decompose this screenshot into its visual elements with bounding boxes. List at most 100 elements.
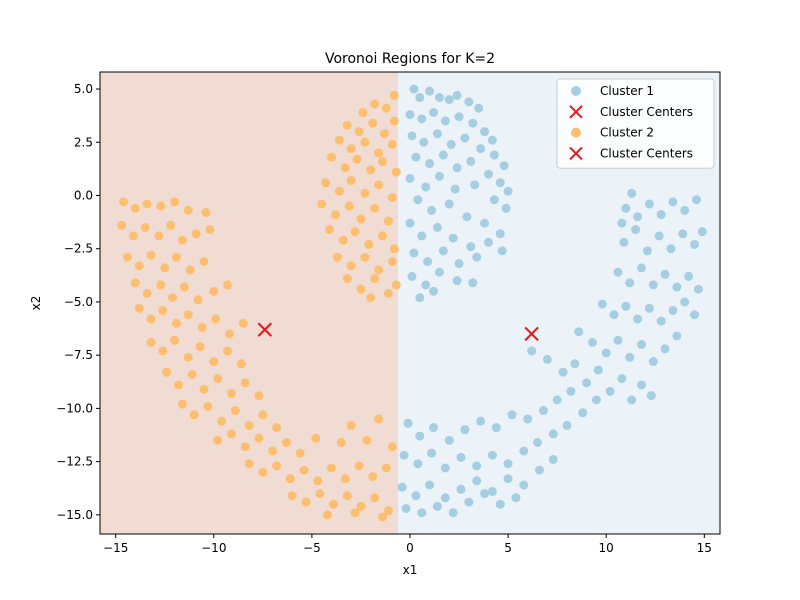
data-point xyxy=(378,231,388,241)
data-point xyxy=(582,378,592,388)
data-point xyxy=(434,93,444,103)
data-point xyxy=(321,178,331,188)
data-point xyxy=(177,235,187,245)
data-point xyxy=(644,199,654,209)
data-point xyxy=(476,144,486,154)
cluster-center-point xyxy=(524,326,539,342)
data-point xyxy=(352,154,362,164)
data-point xyxy=(411,491,421,501)
data-point xyxy=(254,391,264,401)
data-point xyxy=(689,310,699,320)
data-point xyxy=(315,489,325,499)
data-point xyxy=(411,152,421,162)
data-point xyxy=(360,188,370,198)
data-point xyxy=(680,205,690,215)
data-point xyxy=(499,161,509,171)
data-point xyxy=(429,423,439,433)
data-point xyxy=(548,429,558,439)
x-tick-label: −5 xyxy=(303,541,321,555)
data-point xyxy=(203,401,213,411)
data-point xyxy=(332,252,342,262)
data-point xyxy=(427,205,437,215)
cluster-center-point-stroke-b xyxy=(524,326,539,342)
data-point xyxy=(223,280,233,290)
data-point xyxy=(346,176,356,186)
data-point xyxy=(415,431,425,441)
cluster-center-point xyxy=(257,322,273,337)
data-point xyxy=(128,231,138,241)
data-point xyxy=(240,378,250,388)
data-point xyxy=(360,252,370,262)
y-tick-label: −12.5 xyxy=(56,455,93,469)
data-point xyxy=(183,352,193,362)
data-point xyxy=(166,220,176,230)
data-point xyxy=(244,420,254,430)
data-point xyxy=(440,463,450,473)
data-point xyxy=(519,446,529,456)
data-point xyxy=(179,282,189,292)
data-point xyxy=(399,450,409,460)
y-tick-label: −7.5 xyxy=(64,348,93,362)
data-point xyxy=(668,197,678,207)
data-point xyxy=(597,299,607,309)
data-point xyxy=(552,395,562,405)
data-point xyxy=(370,493,380,503)
data-point xyxy=(501,203,511,213)
data-point xyxy=(334,135,344,145)
data-point xyxy=(489,150,499,160)
data-point xyxy=(338,235,348,245)
data-point xyxy=(368,118,378,128)
data-point xyxy=(680,297,690,307)
data-point xyxy=(168,293,178,303)
y-tick-label: 0.0 xyxy=(74,188,93,202)
data-point xyxy=(173,380,183,390)
data-point xyxy=(299,465,309,475)
data-point xyxy=(226,388,236,398)
data-point xyxy=(383,506,393,516)
x-tick-label: 0 xyxy=(406,541,414,555)
data-point xyxy=(672,282,682,292)
data-point xyxy=(370,203,380,213)
data-point xyxy=(158,346,168,356)
data-point xyxy=(328,499,338,509)
data-point xyxy=(142,288,152,298)
data-point xyxy=(405,173,415,183)
data-point xyxy=(146,337,156,347)
data-point xyxy=(434,171,444,181)
data-point xyxy=(417,114,427,124)
data-point xyxy=(140,222,150,232)
data-point xyxy=(281,437,291,447)
data-point xyxy=(378,156,388,166)
data-point xyxy=(656,316,666,326)
data-point xyxy=(440,493,450,503)
data-point xyxy=(421,280,431,290)
data-point xyxy=(468,118,478,128)
data-point xyxy=(146,314,156,324)
data-point xyxy=(666,244,676,254)
data-point xyxy=(366,293,376,303)
data-point xyxy=(627,395,637,405)
data-point xyxy=(134,303,144,313)
data-point xyxy=(631,225,641,235)
data-point xyxy=(387,256,397,266)
legend-marker-x xyxy=(569,105,583,119)
data-point xyxy=(466,156,476,166)
data-point xyxy=(342,274,352,284)
data-point xyxy=(566,386,576,396)
data-point xyxy=(327,152,337,162)
data-point xyxy=(213,374,223,384)
data-point xyxy=(285,474,295,484)
y-tick-label: 2.5 xyxy=(74,135,93,149)
data-point xyxy=(542,354,552,364)
data-point xyxy=(562,420,572,430)
data-point xyxy=(444,435,454,445)
data-point xyxy=(383,288,393,298)
data-point xyxy=(119,197,129,207)
data-point xyxy=(684,271,694,281)
data-point xyxy=(379,129,389,139)
data-point xyxy=(199,384,209,394)
data-point xyxy=(389,244,399,254)
data-point xyxy=(223,346,233,356)
data-point xyxy=(646,391,656,401)
